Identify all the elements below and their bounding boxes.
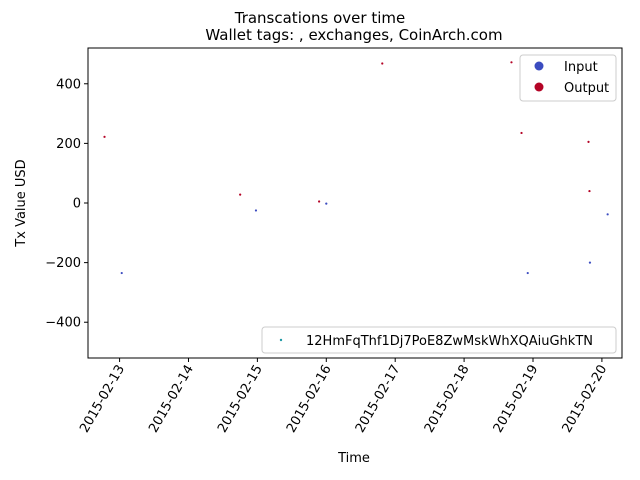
legend-marker-output: [534, 82, 544, 92]
x-axis-label: Time: [337, 451, 370, 466]
data-point-input-3: [526, 271, 529, 275]
wallet-legend-marker: [279, 338, 283, 342]
x-tick-label: 2015-02-20: [560, 363, 611, 436]
wallet-legend-label: 12HmFqThf1Dj7PoE8ZwMskWhXQAiuGhkTN: [306, 334, 593, 349]
data-point-output-7: [588, 189, 591, 193]
legend-label-input: Input: [564, 60, 598, 75]
x-tick-label: 2015-02-17: [353, 363, 404, 436]
data-point-output-1: [239, 193, 242, 196]
data-point-output-2: [318, 200, 321, 203]
y-axis: −400 −200 0 200 400: [45, 77, 88, 331]
y-tick-label: 0: [73, 197, 81, 212]
data-point-output-6: [587, 140, 590, 143]
wallet-legend-box: [261, 326, 617, 354]
y-tick-label: 200: [56, 137, 81, 152]
x-tick-label: 2015-02-15: [215, 363, 266, 436]
legend-series: Input Output: [519, 54, 617, 102]
data-point-output-5: [520, 131, 523, 135]
data-points: [103, 61, 609, 275]
y-tick-label: −400: [45, 316, 81, 331]
data-point-output-4: [510, 61, 513, 64]
y-tick-label: 400: [56, 77, 81, 92]
data-point-output-3: [381, 62, 384, 65]
legend-wallet: 12HmFqThf1Dj7PoE8ZwMskWhXQAiuGhkTN: [261, 326, 617, 354]
legend-box: [519, 54, 617, 102]
data-point-input-2: [325, 202, 328, 205]
data-point-output-0: [103, 135, 106, 138]
data-point-input-0: [120, 271, 123, 275]
legend-label-output: Output: [564, 81, 609, 96]
x-tick-label: 2015-02-18: [422, 363, 473, 436]
y-tick-label: −200: [45, 256, 81, 271]
x-tick-label: 2015-02-19: [491, 363, 542, 436]
data-point-input-1: [254, 209, 258, 212]
data-point-input-5: [606, 213, 609, 216]
x-tick-label: 2015-02-13: [77, 363, 128, 436]
x-axis: 2015-02-13 2015-02-14 2015-02-15 2015-02-16…: [77, 358, 610, 435]
y-axis-label: Tx Value USD: [14, 159, 29, 247]
chart-title: Transcations over time: [234, 9, 406, 27]
data-point-input-4: [588, 261, 592, 264]
legend-marker-input: [534, 61, 544, 71]
x-tick-label: 2015-02-14: [146, 363, 197, 436]
x-tick-label: 2015-02-16: [284, 363, 335, 436]
chart-subtitle: Wallet tags: , exchanges, CoinArch.com: [205, 26, 502, 44]
